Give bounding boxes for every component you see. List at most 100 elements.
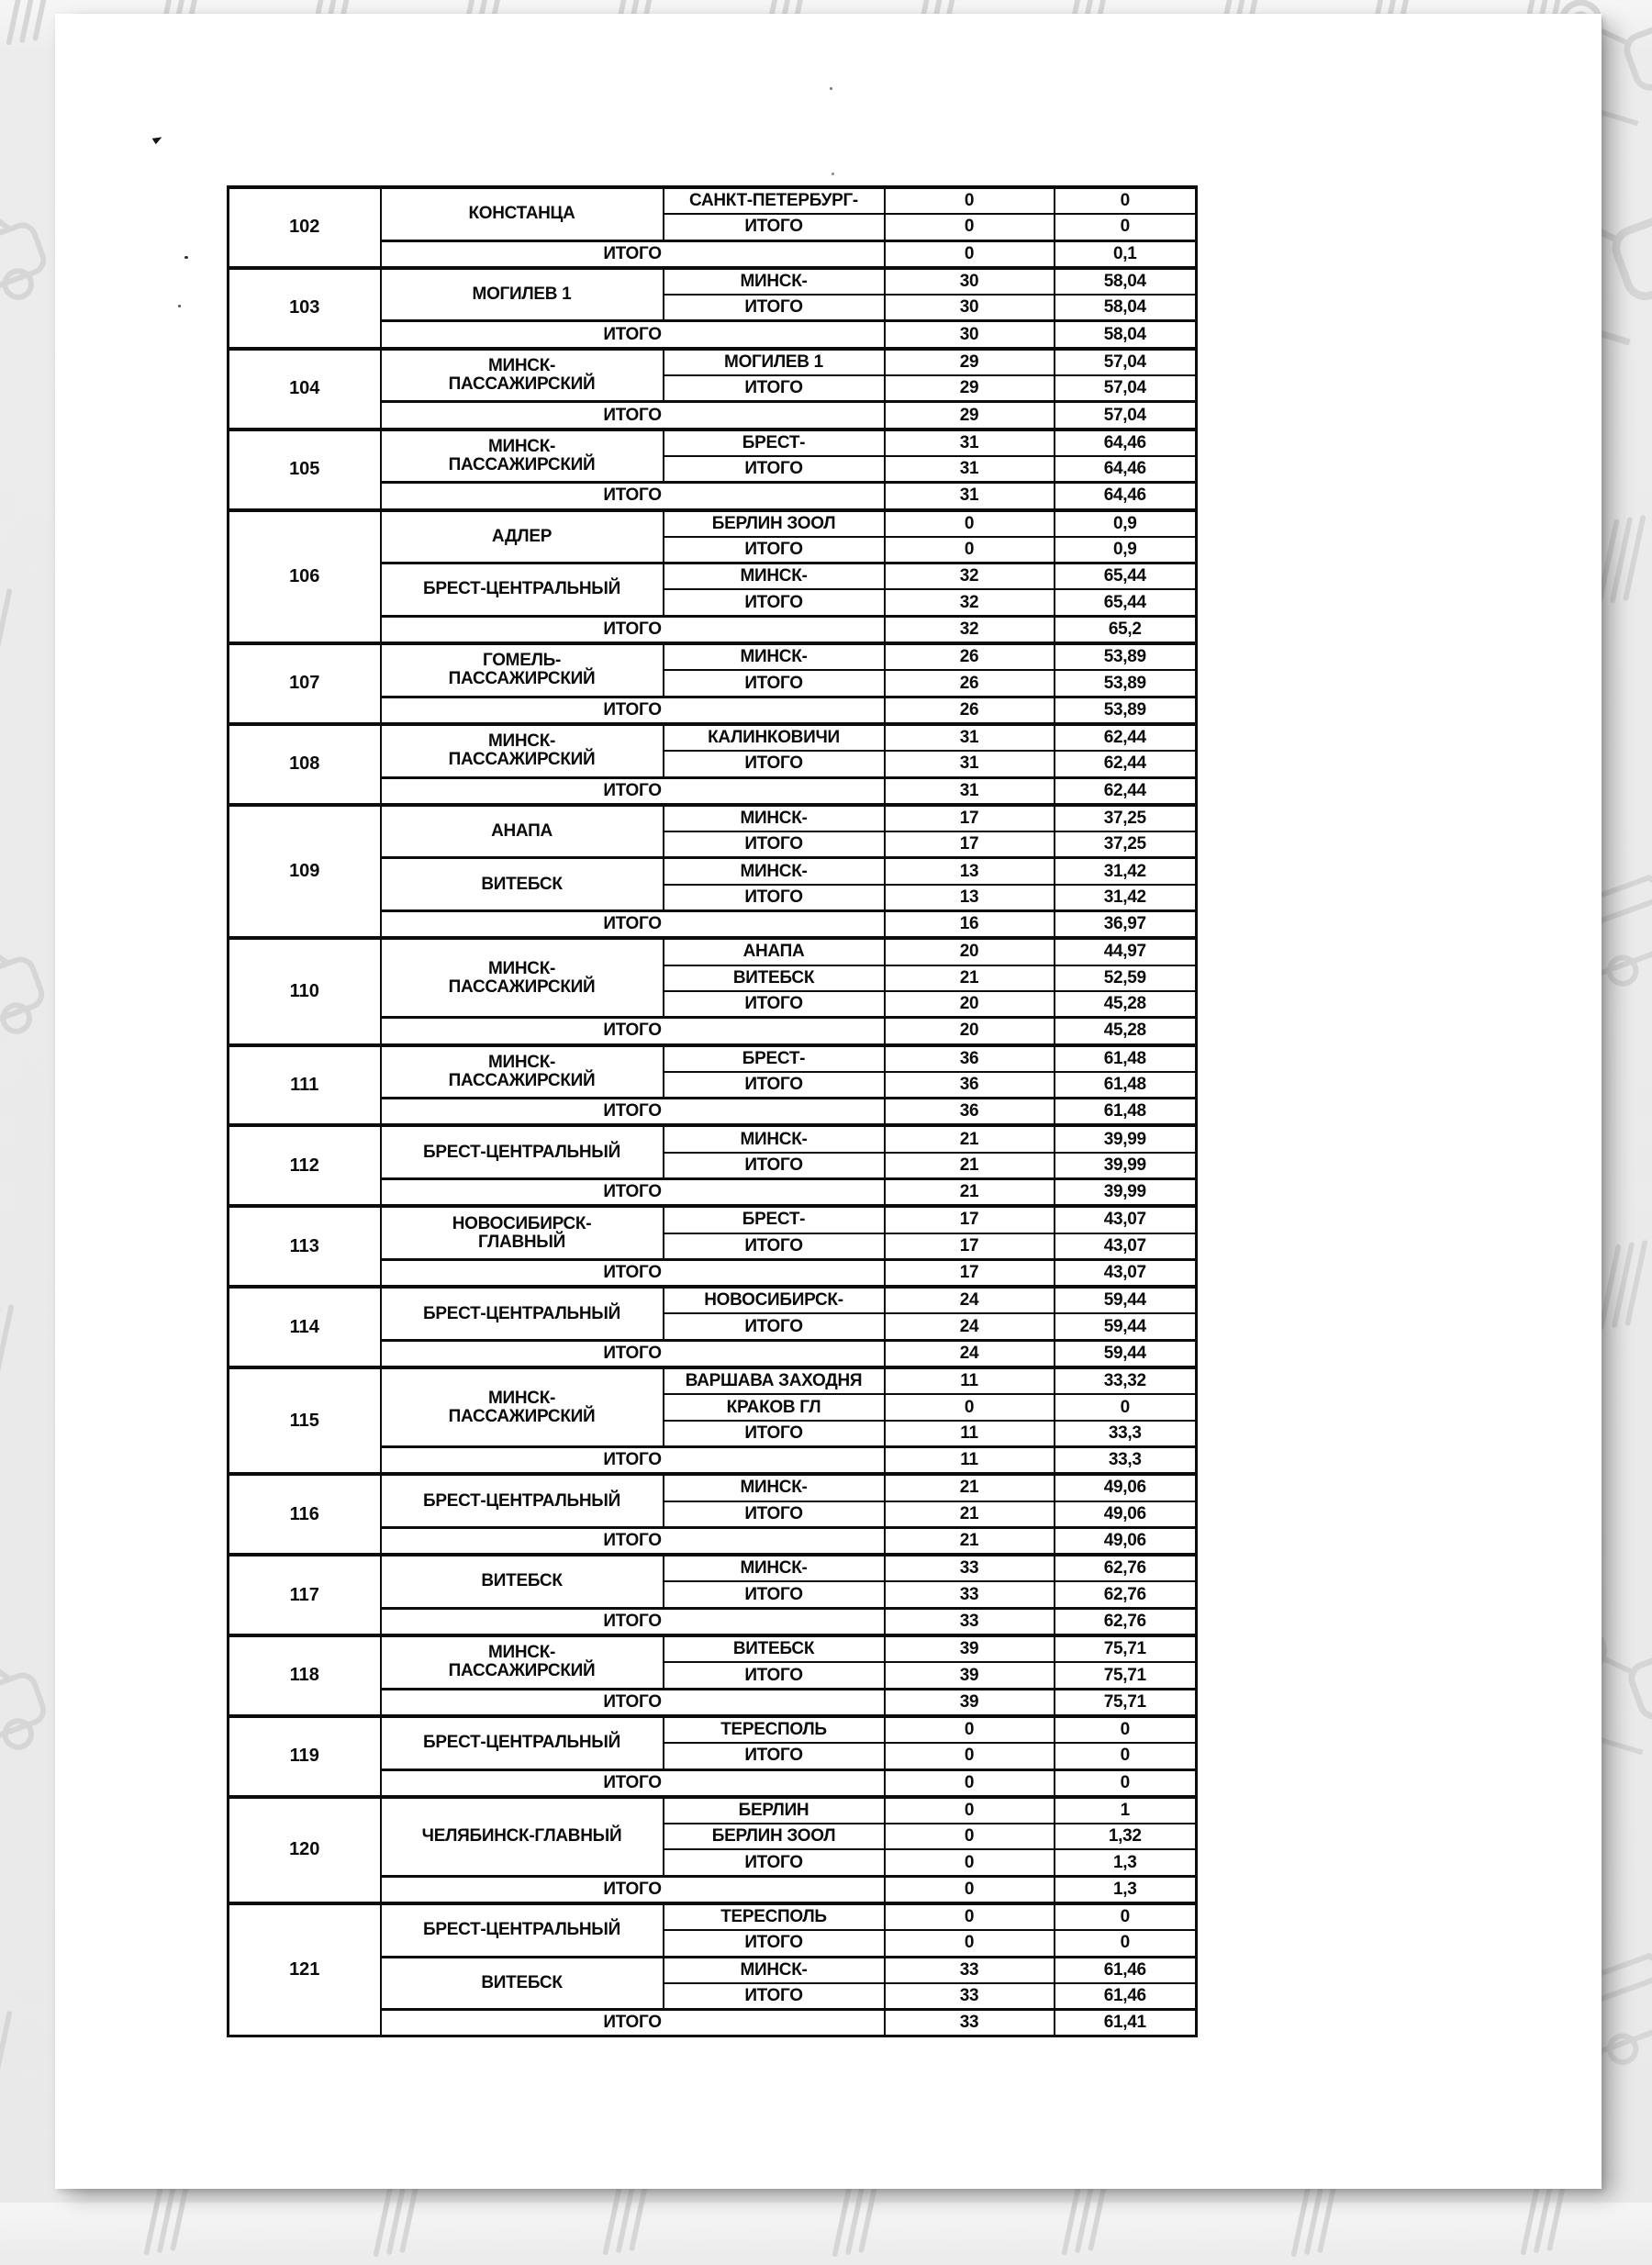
value-cell: 59,44 [1053,1312,1198,1342]
row-id-cell: 118 [227,1634,382,1717]
destination-cell: БЕРЛИН ЗООЛ [662,1823,886,1851]
block-total-value-cell: 45,28 [1053,1016,1198,1046]
table-row: 114 БРЕСТ-ЦЕНТРАЛЬНЫЙ НОВОСИБИРСК- 24 59,44 [227,1285,1198,1369]
destination-cell: ИТОГО [662,213,886,242]
block-total-label-cell: ИТОГО [379,2008,886,2037]
table-row: 102 КОНСТАНЦА САНКТ-ПЕТЕРБУРГ- 0 0 [227,184,1198,269]
destination-cell: ИТОГО [662,1981,886,2011]
block-total-value-cell: 0,1 [1053,239,1198,269]
value-cell: 1,32 [1053,1823,1198,1851]
table-row: ИТОГО 21 39,99 [229,1151,1198,1180]
station-cell: БРЕСТ-ЦЕНТРАЛЬНЫЙ [379,1123,664,1180]
block-total-count-cell: 39 [883,1687,1055,1717]
value-cell: 0 [1053,1929,1198,1958]
destination-cell: МИНСК- [662,1123,886,1154]
block-total-value-cell: 62,44 [1053,775,1198,806]
count-cell: 32 [883,562,1055,591]
scan-speck [178,305,181,307]
station-cell: АНАПА [379,802,664,859]
value-cell: 57,04 [1053,346,1198,377]
block-total-value-cell: 61,48 [1053,1097,1198,1127]
destination-cell: КАЛИНКОВИЧИ [662,721,886,753]
table-row: ВИТЕБСК МИНСК- 13 31,42 [229,856,1198,912]
destination-cell: ИТОГО [662,1500,886,1529]
block-total-row: ИТОГО 24 59,44 [229,1338,1198,1369]
station-cell: БРЕСТ-ЦЕНТРАЛЬНЫЙ [379,1472,664,1529]
destination-cell: ИТОГО [662,454,886,484]
table-row: ИТОГО 0 0 [229,1742,1198,1771]
destination-cell: ВИТЕБСК [662,964,886,992]
value-cell: 37,25 [1053,831,1198,859]
scan-speck [184,256,188,259]
value-cell: 64,46 [1053,454,1198,484]
count-cell: 31 [883,750,1055,779]
table-row: ИТОГО 0 1,3 [229,1848,1198,1878]
station-name-line: МОГИЛЕВ 1 [472,285,572,305]
destination-cell: МИНСК- [662,856,886,886]
block-total-value-cell: 61,41 [1053,2008,1198,2037]
block-total-count-cell: 16 [883,909,1055,940]
block-total-label-cell: ИТОГО [379,319,886,350]
row-id-cell: 113 [227,1204,382,1289]
station-name-line: ПАССАЖИРСКИЙ [448,1661,596,1681]
block-total-label-cell: ИТОГО [379,775,886,806]
value-cell: 0,9 [1053,508,1198,538]
table-row: КРАКОВ ГЛ 0 0 [229,1393,1198,1422]
row-id-cell: 121 [227,1902,382,2037]
value-cell: 62,76 [1053,1580,1198,1610]
block-total-row: ИТОГО 21 39,99 [229,1177,1198,1208]
block-total-label-cell: ИТОГО [379,481,886,511]
count-cell: 21 [883,1472,1055,1502]
table-row: ИТОГО 31 64,46 [229,454,1198,484]
block-total-count-cell: 20 [883,1016,1055,1046]
count-cell: 21 [883,964,1055,992]
row-id-cell: 120 [227,1794,382,1905]
row-id-cell: 109 [227,802,382,940]
destination-cell: ИТОГО [662,831,886,859]
count-cell: 0 [883,1742,1055,1771]
block-total-value-cell: 58,04 [1053,319,1198,350]
value-cell: 39,99 [1053,1123,1198,1154]
block-total-label-cell: ИТОГО [379,1525,886,1556]
row-id-cell: 105 [227,427,382,511]
table-row: 106 АДЛЕР БЕРЛИН ЗООЛ 0 0,9 [227,508,1198,645]
value-cell: 58,04 [1053,265,1198,296]
table-row: ИТОГО 33 62,76 [229,1580,1198,1610]
value-cell: 43,07 [1053,1232,1198,1261]
row-id-cell: 102 [227,185,382,269]
row-id-cell: 119 [227,1713,382,1798]
station-cell: МИНСК- ПАССАЖИРСКИЙ [379,346,664,403]
destination-cell: МИНСК- [662,265,886,296]
scan-speck [830,87,832,90]
table-row: ИТОГО 21 49,06 [229,1500,1198,1529]
destination-cell: КРАКОВ ГЛ [662,1393,886,1422]
count-cell: 11 [883,1366,1055,1396]
value-cell: 62,44 [1053,750,1198,779]
count-cell: 30 [883,265,1055,296]
count-cell: 0 [883,1901,1055,1932]
block-total-count-cell: 31 [883,481,1055,511]
table-row: 117 ВИТЕБСК МИНСК- 33 62,76 [227,1553,1198,1637]
table-row: ИТОГО 13 31,42 [229,883,1198,912]
block-total-value-cell: 62,76 [1053,1606,1198,1637]
row-id-cell: 110 [227,936,382,1046]
value-cell: 61,46 [1053,1981,1198,2011]
table-row: БРЕСТ-ЦЕНТРАЛЬНЫЙ МИНСК- 32 65,44 [229,562,1198,618]
row-id-cell: 116 [227,1472,382,1556]
block-total-value-cell: 64,46 [1053,481,1198,511]
destination-cell: МИНСК- [662,1955,886,1984]
block-total-count-cell: 21 [883,1525,1055,1556]
table-row: ИТОГО 17 37,25 [229,831,1198,859]
count-cell: 30 [883,294,1055,322]
block-total-count-cell: 21 [883,1177,1055,1208]
destination-cell: ИТОГО [662,1419,886,1448]
value-cell: 61,46 [1053,1955,1198,1984]
station-name-line: ВИТЕБСК [481,1972,563,1992]
block-total-value-cell: 57,04 [1053,400,1198,430]
value-cell: 0 [1053,184,1198,216]
destination-cell: АНАПА [662,936,886,966]
block-total-row: ИТОГО 36 61,48 [229,1097,1198,1127]
destination-cell: ИТОГО [662,750,886,779]
block-total-count-cell: 24 [883,1338,1055,1369]
count-cell: 21 [883,1123,1055,1154]
